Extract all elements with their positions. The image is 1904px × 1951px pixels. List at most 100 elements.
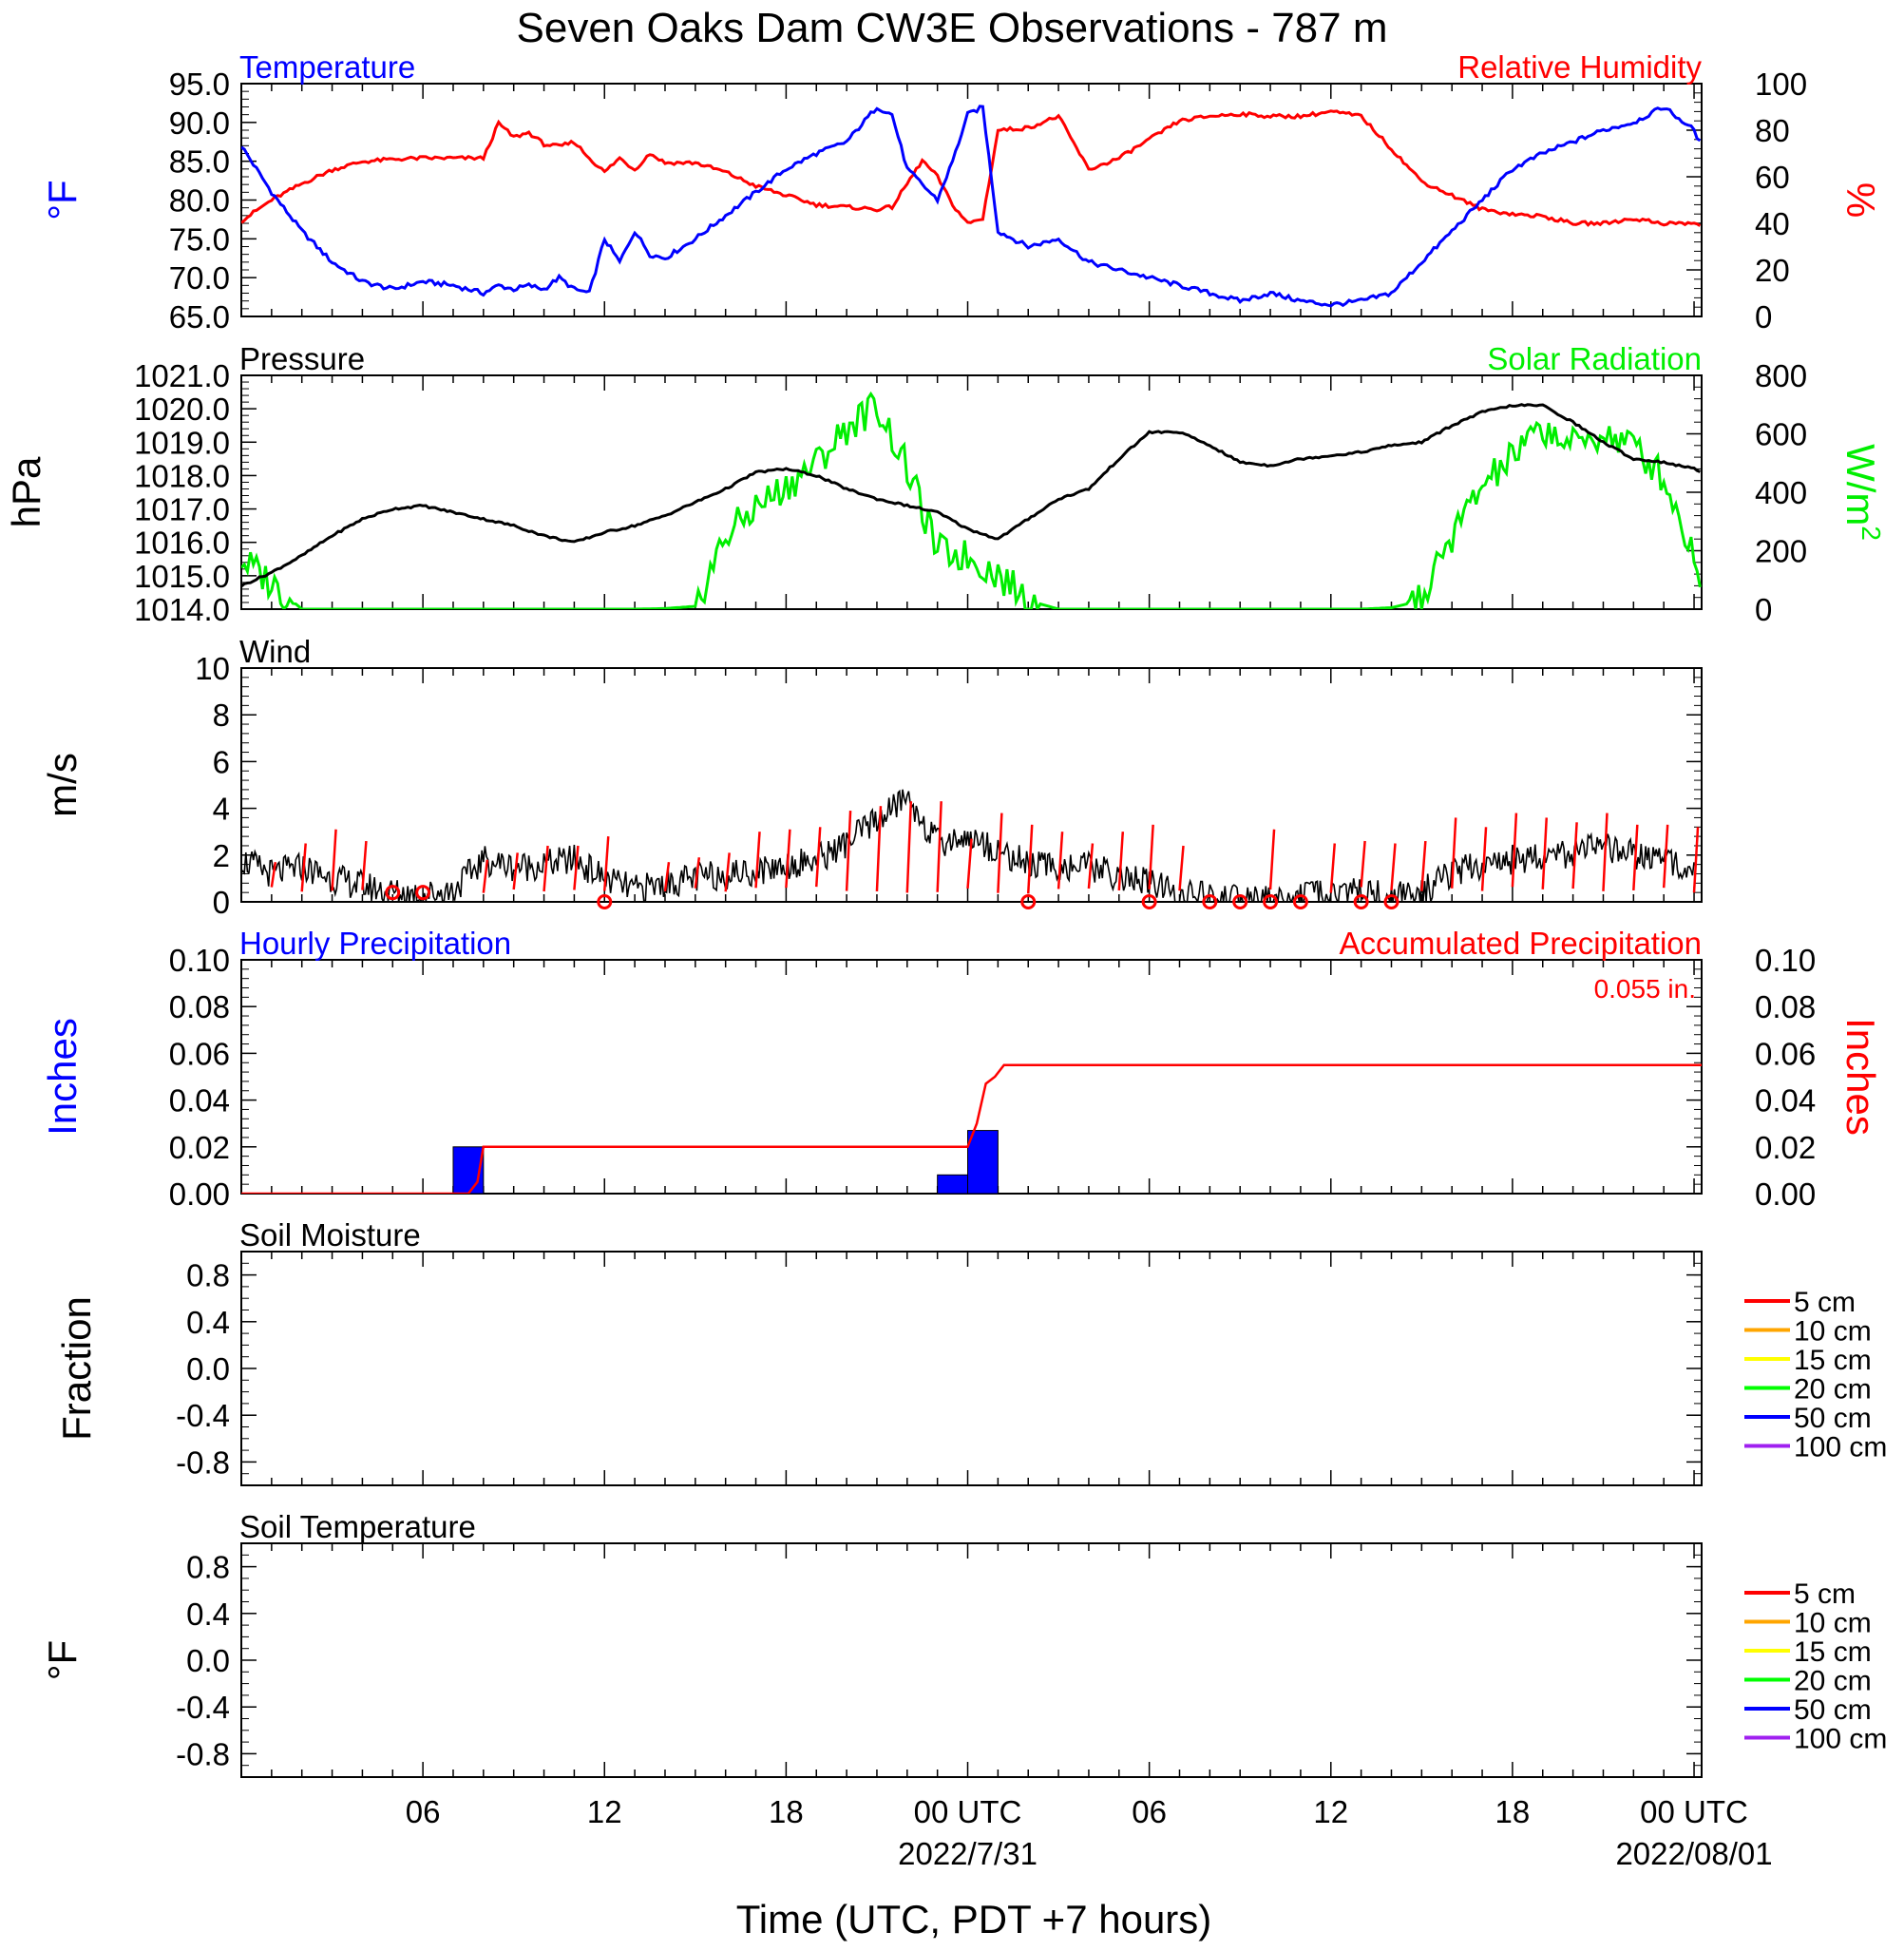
plot-frame — [240, 1542, 1703, 1778]
y-tick-label-left: 0.4 — [186, 1305, 230, 1340]
legend-label: 15 cm — [1794, 1345, 1872, 1376]
y-axis-label-left: m/s — [40, 753, 85, 817]
wind-gust-mark — [694, 857, 701, 889]
wind-gust-mark — [1026, 824, 1034, 894]
legend-label: 50 cm — [1794, 1403, 1872, 1434]
y-tick-label-left: 2 — [213, 838, 230, 873]
calm-marker — [1020, 894, 1037, 909]
x-tick-label: 18 — [1495, 1794, 1531, 1829]
y-tick-label-left: 0.0 — [186, 1351, 230, 1387]
y-axis-label-right: Inches — [1838, 1018, 1883, 1136]
y-tick-label-left: -0.4 — [176, 1690, 230, 1725]
y-tick-label-right: 20 — [1755, 253, 1790, 288]
y-tick-label-left: -0.8 — [176, 1444, 230, 1480]
y-tick-label-right: 0.02 — [1755, 1130, 1816, 1165]
y-tick-label-left: 80.0 — [169, 183, 230, 219]
legend-label: 20 cm — [1794, 1374, 1872, 1406]
wind-gust-mark — [936, 801, 942, 892]
y-tick-label-left: 6 — [213, 744, 230, 779]
wind-gust-mark — [1268, 829, 1276, 890]
wind-gust-mark — [603, 836, 610, 891]
wind-gust-mark — [543, 845, 549, 892]
y-axis-label-right: % — [1838, 182, 1883, 218]
y-tick-label-right: 100 — [1755, 67, 1807, 102]
y-tick-label-right: 0.04 — [1755, 1083, 1816, 1119]
y-axis-label-right: W/m2 — [1838, 444, 1886, 541]
y-tick-label-left: 70.0 — [169, 260, 230, 296]
y-axis-label-left: Fraction — [54, 1296, 99, 1441]
y-tick-label-left: 0 — [213, 885, 230, 920]
y-axis-label-right-text: Inches — [1838, 1018, 1883, 1136]
legend-label: 50 cm — [1794, 1694, 1872, 1726]
wind-gust-mark — [1420, 840, 1427, 891]
y-tick-label-right: 0.06 — [1755, 1036, 1816, 1071]
humidity-line — [241, 109, 1702, 227]
y-tick-label-right: 0.08 — [1755, 989, 1816, 1024]
plot-area — [241, 391, 1702, 609]
y-tick-label-right: 80 — [1755, 113, 1790, 148]
y-tick-label-left: -0.4 — [176, 1398, 230, 1433]
wind-gust-mark — [361, 840, 368, 890]
y-tick-label-left: 4 — [213, 792, 230, 827]
y-axis-label-left: °F — [40, 1640, 85, 1680]
wind-gust-mark — [754, 832, 761, 889]
accumulated-precip-line — [241, 1063, 1702, 1194]
y-tick-label-left: 1021.0 — [134, 358, 230, 393]
y-tick-label-left: 0.00 — [169, 1176, 230, 1212]
calm-marker — [1232, 894, 1248, 909]
y-tick-label-left: 95.0 — [169, 67, 230, 102]
x-tick-label: 06 — [406, 1794, 441, 1829]
y-axis-label-left: °F — [40, 180, 85, 220]
x-date-label: 2022/7/31 — [898, 1836, 1038, 1871]
y-tick-label-left: 1017.0 — [134, 492, 230, 527]
panel-title-right: Solar Radiation — [1487, 341, 1702, 376]
y-tick-label-left: 1015.0 — [134, 559, 230, 594]
y-axis-label-right-text: % — [1838, 182, 1883, 218]
panel-temp_rh: 95.090.085.080.075.070.065.0 100 80 60 40 20 0… — [40, 49, 1883, 335]
wind-gust-mark — [1148, 824, 1154, 889]
hourly-precip-bar — [967, 1130, 999, 1194]
wind-gust-mark — [1480, 827, 1488, 891]
wind-gust-mark — [724, 852, 731, 892]
wind-gust-mark — [845, 811, 852, 891]
legend-label: 15 cm — [1794, 1636, 1872, 1668]
y-tick-label-right: 0.00 — [1755, 1176, 1816, 1212]
y-tick-label-left: 75.0 — [169, 221, 230, 257]
plot-area — [241, 1063, 1702, 1194]
y-tick-label-right: 0 — [1755, 592, 1772, 627]
wind-gust-mark — [270, 861, 277, 888]
panel-title-left: Wind — [239, 634, 311, 669]
plot-frame — [240, 667, 1703, 903]
y-tick-label-left: 0.8 — [186, 1258, 230, 1293]
panel-title-left: Hourly Precipitation — [239, 926, 511, 961]
y-tick-label-left: 1019.0 — [134, 425, 230, 460]
x-tick-label: 00 UTC — [1640, 1794, 1748, 1829]
panel-title-left: Temperature — [239, 49, 415, 85]
wind-gust-mark — [1632, 824, 1639, 891]
y-tick-label-left: 0.4 — [186, 1597, 230, 1632]
y-tick-label-left: 85.0 — [169, 144, 230, 180]
legend-label: 10 cm — [1794, 1316, 1872, 1348]
y-tick-label-left: 1018.0 — [134, 458, 230, 493]
wind-gust-mark — [1117, 832, 1125, 890]
plot-area — [241, 789, 1700, 902]
wind-gust-mark — [331, 829, 337, 891]
y-tick-label-left: 90.0 — [169, 105, 230, 141]
y-tick-label-right: 800 — [1755, 358, 1807, 393]
y-tick-label-right: 0 — [1755, 299, 1772, 335]
legend-label: 10 cm — [1794, 1608, 1872, 1639]
wind-gust-mark — [482, 859, 489, 893]
y-axis-label-left: hPa — [4, 456, 48, 527]
y-tick-label-left: 65.0 — [169, 299, 230, 335]
legend-label: 5 cm — [1794, 1287, 1856, 1318]
y-tick-label-left: -0.8 — [176, 1736, 230, 1771]
wind-gust-mark — [1360, 840, 1366, 888]
calm-marker — [597, 894, 613, 909]
calm-marker — [1202, 894, 1218, 909]
legend-label: 100 cm — [1794, 1432, 1887, 1463]
y-axis-label-left: Inches — [40, 1018, 85, 1136]
panel-soil_moisture: 0.8 0.4 0.0 -0.4 -0.8 Soil Moisture Fraction 5 … — [54, 1217, 1887, 1486]
wind-gust-mark — [785, 829, 791, 889]
y-tick-label-left: 0.04 — [169, 1083, 230, 1119]
